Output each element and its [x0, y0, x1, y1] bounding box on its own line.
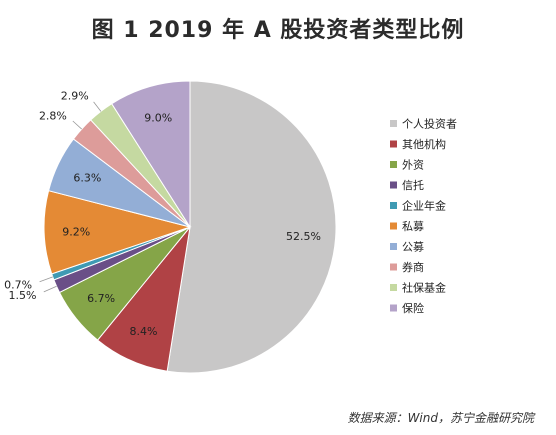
legend-label-9: 保险 [402, 301, 424, 315]
slice-label-5: 9.2% [62, 225, 90, 238]
legend-swatch-7 [390, 263, 397, 271]
legend-swatch-3 [390, 181, 397, 189]
slice-label-8: 2.9% [61, 90, 89, 103]
pie-slice-9 [111, 80, 191, 229]
legend-swatch-6 [390, 243, 397, 250]
slice-label-3: 1.5% [9, 289, 37, 302]
leader-line-4 [39, 276, 53, 283]
slice-label-6: 6.3% [73, 172, 101, 185]
legend-label-4: 企业年金 [402, 199, 446, 213]
legend-label-1: 其他机构 [402, 137, 446, 151]
legend-label-6: 公募 [402, 241, 424, 254]
slice-label-2: 6.7% [87, 292, 115, 305]
legend-label-7: 券商 [402, 260, 424, 274]
leader-line-7 [72, 120, 82, 130]
legend-swatch-4 [390, 202, 397, 209]
source-note: 数据来源：Wind，苏宁金融研究院 [347, 411, 534, 425]
legend-swatch-0 [390, 120, 397, 127]
slice-label-4: 0.7% [4, 278, 32, 291]
legend-swatch-9 [390, 304, 397, 312]
slice-label-1: 8.4% [130, 325, 158, 338]
legend-swatch-5 [390, 222, 397, 230]
slice-label-9: 9.0% [144, 112, 172, 125]
chart-title: 图 1 2019 年 A 股投资者类型比例 [91, 18, 465, 43]
leader-line-8 [93, 101, 102, 112]
legend-label-0: 个人投资者 [402, 117, 457, 131]
legend-label-5: 私募 [402, 220, 424, 233]
legend-swatch-1 [390, 140, 397, 148]
legend-swatch-8 [390, 284, 397, 291]
legend-swatch-2 [390, 161, 397, 168]
slice-label-0: 52.5% [286, 230, 321, 243]
legend-label-2: 外资 [402, 159, 424, 172]
legend-label-8: 社保基金 [402, 281, 446, 295]
label-leader-lines [39, 101, 102, 293]
slice-labels: 52.5% 8.4% 6.7% 1.5%0.7% 9.2% 6.3% 2.8% 2.9% 9.0… [4, 90, 321, 338]
leader-line-3 [43, 285, 57, 293]
slice-label-7: 2.8% [39, 110, 67, 123]
pie-slice-0 [166, 80, 337, 374]
legend-label-3: 信托 [402, 178, 424, 192]
pie-slice-5 [43, 190, 192, 275]
pie-slices [43, 80, 337, 374]
